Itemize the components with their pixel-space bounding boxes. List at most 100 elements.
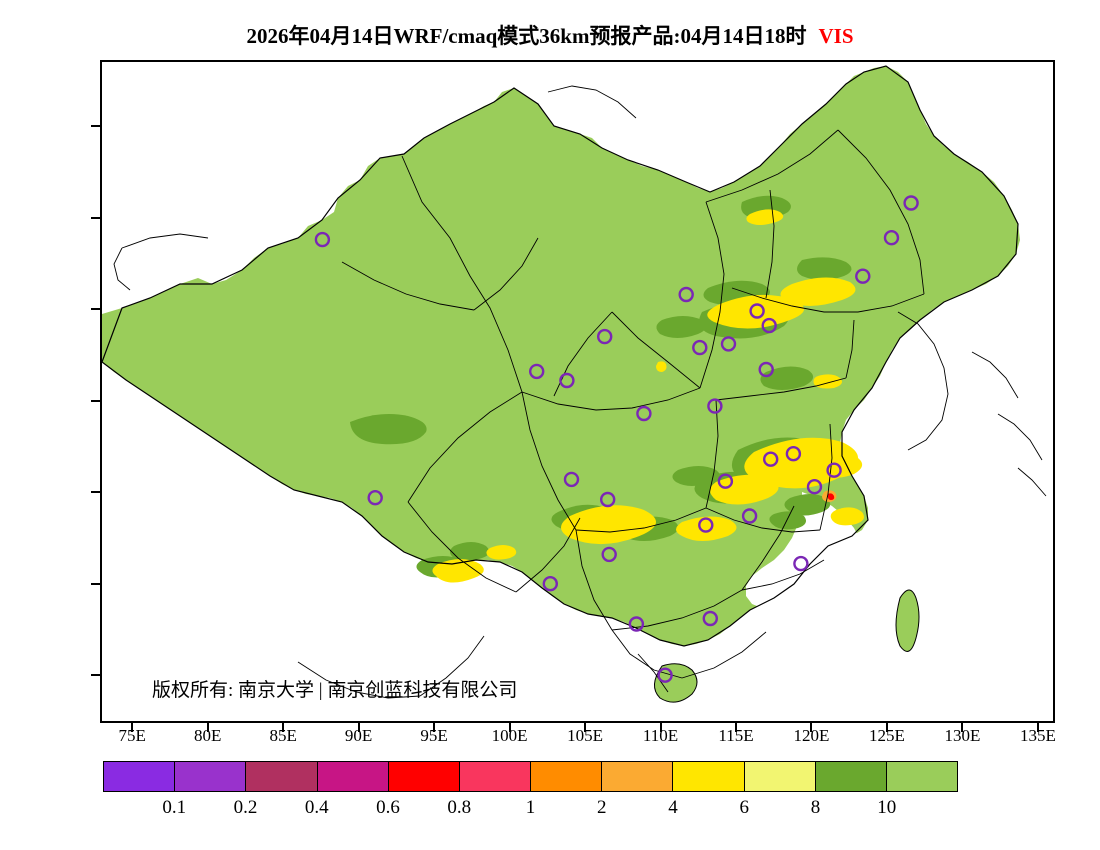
station-marker-chongqing[interactable] bbox=[600, 491, 616, 508]
colorbar-swatch-7 bbox=[602, 762, 674, 791]
station-marker-urumqi[interactable] bbox=[314, 231, 331, 248]
y-tick-mark bbox=[91, 582, 100, 585]
station-marker-lanzhou[interactable] bbox=[559, 372, 575, 389]
taiwan-island bbox=[895, 589, 920, 652]
station-marker-hangzhou[interactable] bbox=[806, 479, 823, 495]
tarim-basin-patch bbox=[350, 414, 427, 445]
station-marker-fuzhou[interactable] bbox=[793, 555, 809, 572]
colorbar-swatch-11 bbox=[886, 762, 958, 791]
x-tick-label-130E: 130E bbox=[944, 726, 981, 745]
station-marker-shanghai[interactable] bbox=[826, 462, 842, 478]
station-marker-haikou[interactable] bbox=[657, 667, 673, 683]
hubei-anhui-yellow bbox=[710, 474, 779, 505]
copyright-text: 版权所有: 南京大学 | 南京创蓝科技有限公司 bbox=[152, 680, 518, 701]
colorbar-tick-4: 4 bbox=[668, 797, 678, 818]
station-marker-hohhot[interactable] bbox=[678, 286, 694, 303]
colorbar-swatch-5 bbox=[459, 762, 532, 791]
x-tick-label-85E: 85E bbox=[269, 726, 297, 745]
station-marker-guiyang[interactable] bbox=[601, 546, 617, 563]
shanxi-patch bbox=[656, 316, 707, 338]
station-marker-nanchang[interactable] bbox=[741, 508, 758, 524]
title-text: 2026年04月14日WRF/cmaq模式36km预报产品:04月14日18时 bbox=[246, 24, 807, 48]
colorbar-swatch-4 bbox=[388, 762, 460, 791]
colorbar-swatch-8 bbox=[673, 762, 745, 791]
station-marker-xian[interactable] bbox=[636, 405, 652, 422]
hubei-mid bbox=[672, 466, 721, 486]
station-marker-harbin[interactable] bbox=[903, 195, 919, 211]
colorbar-tick-2: 2 bbox=[597, 797, 607, 818]
value-band-hotspot bbox=[822, 490, 837, 502]
shaanxi-speck-yellow bbox=[656, 361, 667, 372]
station-marker-beijing[interactable] bbox=[749, 303, 765, 319]
station-marker-yinchuan[interactable] bbox=[597, 328, 613, 345]
station-marker-shijiazhuang[interactable] bbox=[720, 336, 737, 352]
land-shape-corrector bbox=[746, 492, 862, 610]
x-tick-mark bbox=[659, 723, 662, 732]
x-tick-mark bbox=[357, 723, 360, 732]
colorbar-strip bbox=[103, 761, 958, 792]
station-marker-wuhan[interactable] bbox=[717, 473, 734, 489]
x-tick-mark bbox=[508, 723, 511, 732]
colorbar-swatch-0 bbox=[104, 762, 176, 791]
fujian-coast-yellow bbox=[830, 507, 864, 526]
x-tick-mark bbox=[282, 723, 285, 732]
jiangxi-mid bbox=[769, 511, 806, 530]
map-plot-frame bbox=[100, 60, 1055, 723]
x-tick-mark bbox=[131, 723, 134, 732]
x-tick-mark bbox=[810, 723, 813, 732]
x-tick-label-80E: 80E bbox=[193, 726, 222, 745]
x-tick-label-75E: 75E bbox=[118, 726, 146, 745]
station-marker-hefei[interactable] bbox=[763, 451, 779, 467]
station-marker-nanjing[interactable] bbox=[785, 446, 802, 462]
x-tick-label-135E: 135E bbox=[1019, 726, 1056, 745]
x-tick-label-120E: 120E bbox=[793, 726, 830, 745]
shanghai-red-spot bbox=[827, 493, 835, 500]
x-tick-mark bbox=[885, 723, 888, 732]
station-marker-changchun[interactable] bbox=[883, 229, 900, 246]
x-tick-label-90E: 90E bbox=[344, 726, 373, 745]
station-marker-xining[interactable] bbox=[529, 363, 545, 380]
value-band-6-8 bbox=[432, 209, 864, 583]
x-tick-label-100E: 100E bbox=[491, 726, 528, 745]
map-canvas bbox=[102, 62, 1053, 721]
station-marker-layer[interactable] bbox=[314, 195, 919, 683]
station-marker-tianjin[interactable] bbox=[761, 317, 777, 334]
colorbar-swatch-1 bbox=[175, 762, 247, 791]
y-tick-mark bbox=[91, 491, 100, 494]
colorbar-tick-10: 10 bbox=[877, 797, 897, 818]
station-marker-shenyang[interactable] bbox=[855, 268, 871, 284]
y-tick-mark bbox=[91, 216, 100, 219]
y-tick-mark bbox=[91, 125, 100, 128]
station-marker-nanning[interactable] bbox=[628, 616, 645, 632]
x-tick-label-105E: 105E bbox=[567, 726, 603, 745]
colorbar-legend: 0.1 0.2 0.4 0.6 0.8 1 2 4 6 8 10 bbox=[103, 761, 958, 818]
station-marker-chengdu[interactable] bbox=[563, 471, 580, 488]
y-tick-mark bbox=[91, 399, 100, 402]
station-marker-taiyuan[interactable] bbox=[692, 339, 708, 356]
x-tick-label-125E: 125E bbox=[868, 726, 905, 745]
y-tick-mark bbox=[91, 674, 100, 677]
colorbar-tick-0.1: 0.1 bbox=[162, 797, 187, 818]
x-tick-mark bbox=[735, 723, 737, 732]
station-marker-lhasa[interactable] bbox=[367, 490, 383, 506]
station-marker-zhengzhou[interactable] bbox=[707, 398, 723, 414]
title-variable: VIS bbox=[818, 24, 854, 48]
station-marker-guangzhou[interactable] bbox=[702, 610, 718, 627]
yunnan-mid bbox=[450, 542, 490, 561]
colorbar-tick-1: 1 bbox=[525, 797, 536, 818]
neighbour-borders bbox=[113, 85, 1047, 699]
station-marker-jinan[interactable] bbox=[758, 361, 774, 378]
colorbar-tick-6: 6 bbox=[739, 797, 750, 818]
shandong-mid bbox=[760, 366, 814, 390]
colorbar-tick-0.2: 0.2 bbox=[233, 797, 258, 818]
province-borders bbox=[341, 129, 925, 679]
x-tick-mark bbox=[1036, 723, 1039, 732]
x-tick-mark bbox=[433, 723, 436, 732]
national-border bbox=[102, 65, 1019, 647]
hunan-yellow bbox=[676, 516, 737, 541]
x-tick-label-95E: 95E bbox=[420, 726, 448, 745]
station-marker-changsha[interactable] bbox=[698, 517, 714, 533]
yunnan-yellow bbox=[432, 559, 484, 583]
station-marker-kunming[interactable] bbox=[542, 576, 558, 592]
